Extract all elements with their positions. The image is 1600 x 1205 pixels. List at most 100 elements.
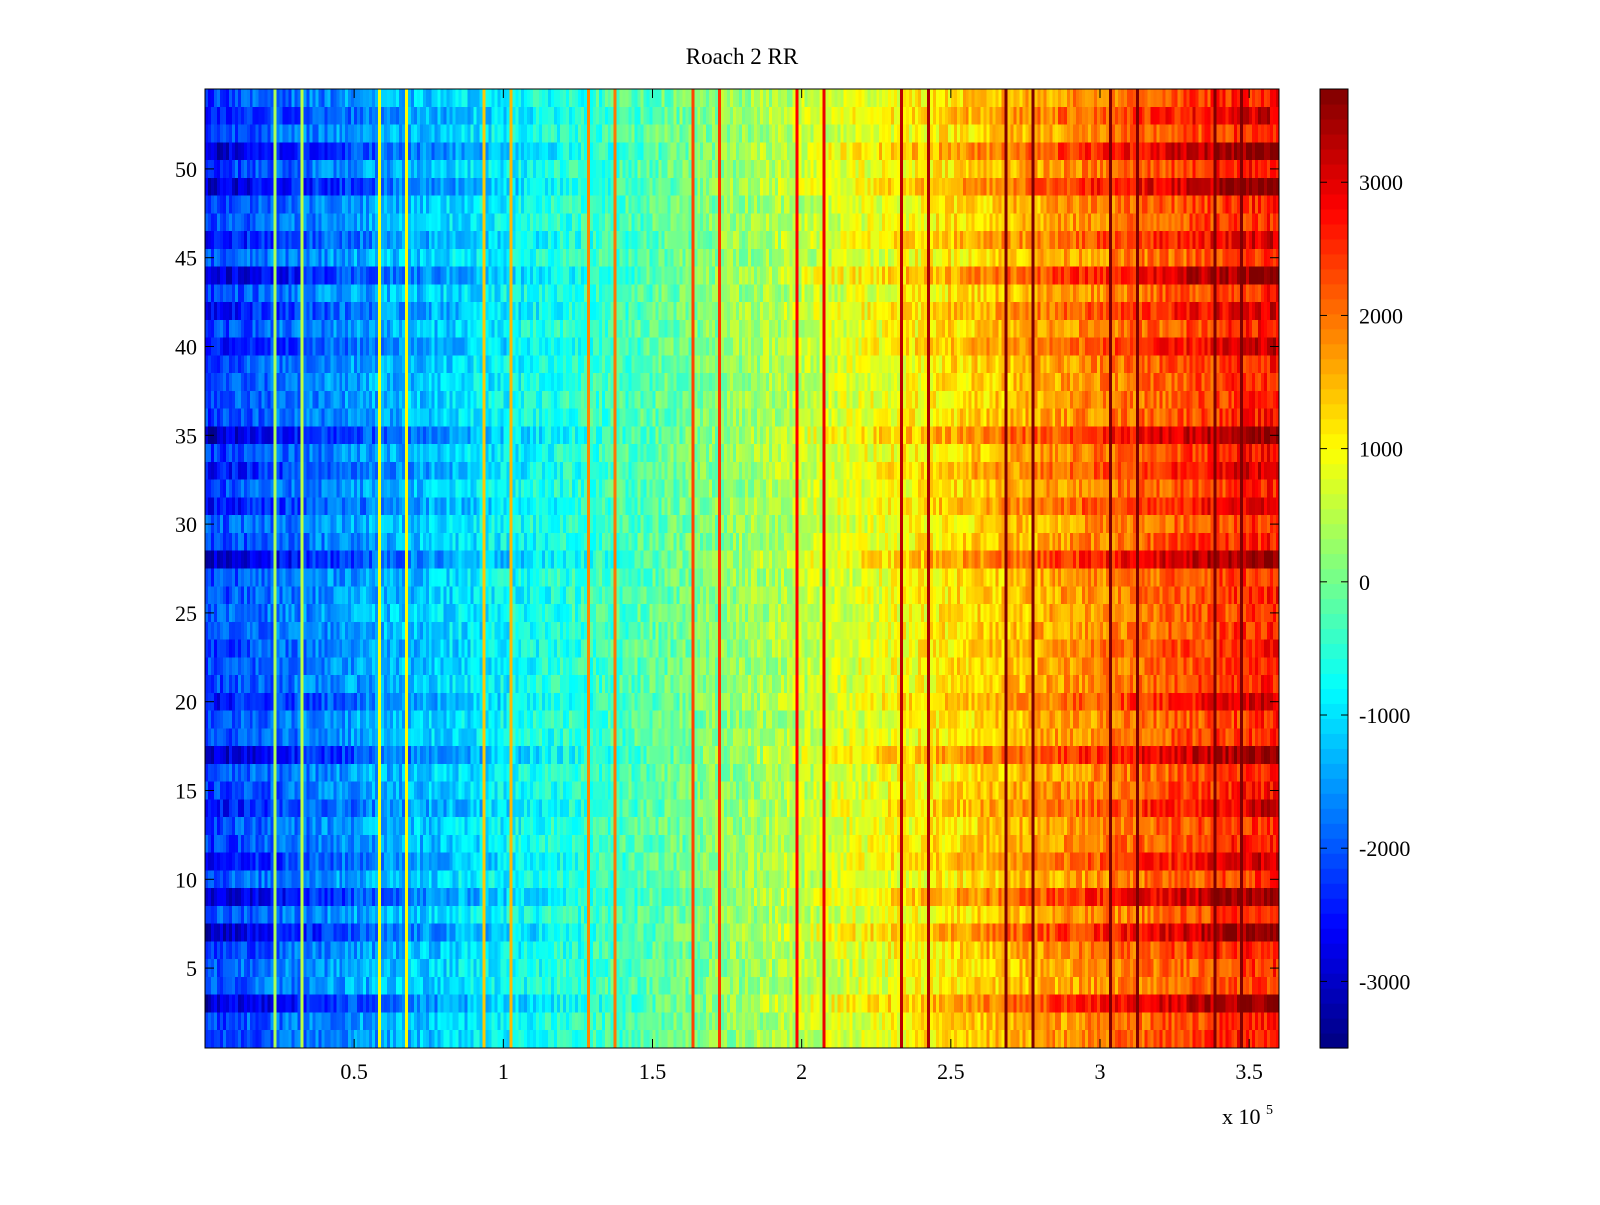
colorbar: -3000 -2000 -1000 0 1000 2000 3000 <box>1319 88 1410 1049</box>
plot-area <box>204 88 1280 1049</box>
colorbar-level <box>1320 943 1348 959</box>
colorbar-level <box>1320 1003 1348 1019</box>
x-tick-label: 2.5 <box>937 1059 965 1084</box>
colorbar-level <box>1320 358 1348 375</box>
colorbar-level <box>1320 553 1348 570</box>
heatmap-raster <box>205 89 1279 1048</box>
y-tick-label: 5 <box>186 956 197 981</box>
x-axis-multiplier: x 10 5 <box>1222 1103 1273 1129</box>
x-tick-label: 0.5 <box>340 1059 368 1084</box>
colorbar-level <box>1320 763 1348 779</box>
colorbar-level <box>1320 778 1348 794</box>
colorbar-tick-label: 1000 <box>1359 437 1403 462</box>
chart-title: Roach 2 RR <box>686 44 799 69</box>
x-tick-label: 3 <box>1095 1059 1106 1084</box>
colorbar-level <box>1320 478 1348 495</box>
colorbar-level <box>1320 793 1348 809</box>
colorbar-level <box>1320 133 1348 150</box>
colorbar-level <box>1320 688 1348 704</box>
x-axis-multiplier-exponent: 5 <box>1266 1103 1273 1118</box>
colorbar-level <box>1320 508 1348 525</box>
colorbar-tick-label: 0 <box>1359 570 1370 595</box>
colorbar-level <box>1320 823 1348 839</box>
colorbar-level <box>1320 598 1348 615</box>
colorbar-level <box>1320 808 1348 824</box>
colorbar-level <box>1320 928 1348 944</box>
colorbar-level <box>1320 388 1348 405</box>
y-tick-label: 10 <box>175 867 197 892</box>
colorbar-level <box>1320 898 1348 914</box>
colorbar-tick-label: -3000 <box>1359 969 1410 994</box>
colorbar-level <box>1320 748 1348 764</box>
colorbar-level <box>1320 118 1348 135</box>
x-axis: 0.5 1 1.5 2 2.5 3 3.5 <box>340 89 1263 1084</box>
colorbar-level <box>1320 283 1348 300</box>
y-tick-label: 20 <box>175 690 197 715</box>
y-tick-label: 30 <box>175 512 197 537</box>
colorbar-level <box>1320 238 1348 255</box>
colorbar-level <box>1320 523 1348 540</box>
y-tick-label: 35 <box>175 423 197 448</box>
colorbar-level <box>1320 853 1348 869</box>
x-tick-label: 1.5 <box>639 1059 667 1084</box>
y-axis: 5 10 15 20 25 30 35 40 45 50 <box>175 157 1279 981</box>
colorbar-gradient <box>1320 89 1348 1049</box>
colorbar-level <box>1320 733 1348 749</box>
colorbar-level <box>1320 178 1348 195</box>
colorbar-ticks: -3000 -2000 -1000 0 1000 2000 3000 <box>1320 170 1410 994</box>
colorbar-level <box>1320 1033 1348 1049</box>
colorbar-level <box>1320 838 1348 854</box>
y-tick-label: 15 <box>175 778 197 803</box>
colorbar-level <box>1320 163 1348 180</box>
colorbar-frame <box>1319 88 1349 1049</box>
colorbar-level <box>1320 883 1348 899</box>
colorbar-level <box>1320 193 1348 210</box>
colorbar-level <box>1320 613 1348 630</box>
x-tick-label: 3.5 <box>1235 1059 1263 1084</box>
y-tick-label: 25 <box>175 601 197 626</box>
colorbar-level <box>1320 628 1348 645</box>
colorbar-level <box>1320 868 1348 884</box>
colorbar-level <box>1320 448 1348 465</box>
colorbar-level <box>1320 643 1348 660</box>
heatmap-cells <box>205 89 1279 1048</box>
colorbar-level <box>1320 208 1348 225</box>
colorbar-tick-label: 2000 <box>1359 303 1403 328</box>
colorbar-level <box>1320 658 1348 674</box>
x-tick-label: 2 <box>796 1059 807 1084</box>
colorbar-tick-label: 3000 <box>1359 170 1403 195</box>
colorbar-level <box>1320 568 1348 585</box>
colorbar-level <box>1320 268 1348 285</box>
colorbar-level <box>1320 89 1348 105</box>
colorbar-level <box>1320 298 1348 315</box>
colorbar-level <box>1320 958 1348 974</box>
colorbar-level <box>1320 493 1348 510</box>
colorbar-level <box>1320 718 1348 734</box>
colorbar-level <box>1320 463 1348 480</box>
y-tick-label: 45 <box>175 246 197 271</box>
colorbar-level <box>1320 403 1348 420</box>
plot-frame <box>204 88 1280 1049</box>
colorbar-level <box>1320 703 1348 719</box>
colorbar-level <box>1320 988 1348 1004</box>
x-tick-label: 1 <box>498 1059 509 1084</box>
y-tick-label: 40 <box>175 335 197 360</box>
colorbar-level <box>1320 973 1348 989</box>
colorbar-level <box>1320 103 1348 120</box>
y-tick-label: 50 <box>175 157 197 182</box>
colorbar-level <box>1320 148 1348 165</box>
colorbar-level <box>1320 583 1348 600</box>
colorbar-level <box>1320 313 1348 330</box>
x-axis-multiplier-base: x 10 <box>1222 1104 1261 1129</box>
colorbar-level <box>1320 418 1348 435</box>
colorbar-level <box>1320 913 1348 929</box>
colorbar-level <box>1320 223 1348 240</box>
colorbar-level <box>1320 538 1348 555</box>
colorbar-level <box>1320 373 1348 390</box>
colorbar-level <box>1320 343 1348 360</box>
colorbar-tick-label: -2000 <box>1359 836 1410 861</box>
colorbar-tick-label: -1000 <box>1359 703 1410 728</box>
colorbar-level <box>1320 253 1348 270</box>
